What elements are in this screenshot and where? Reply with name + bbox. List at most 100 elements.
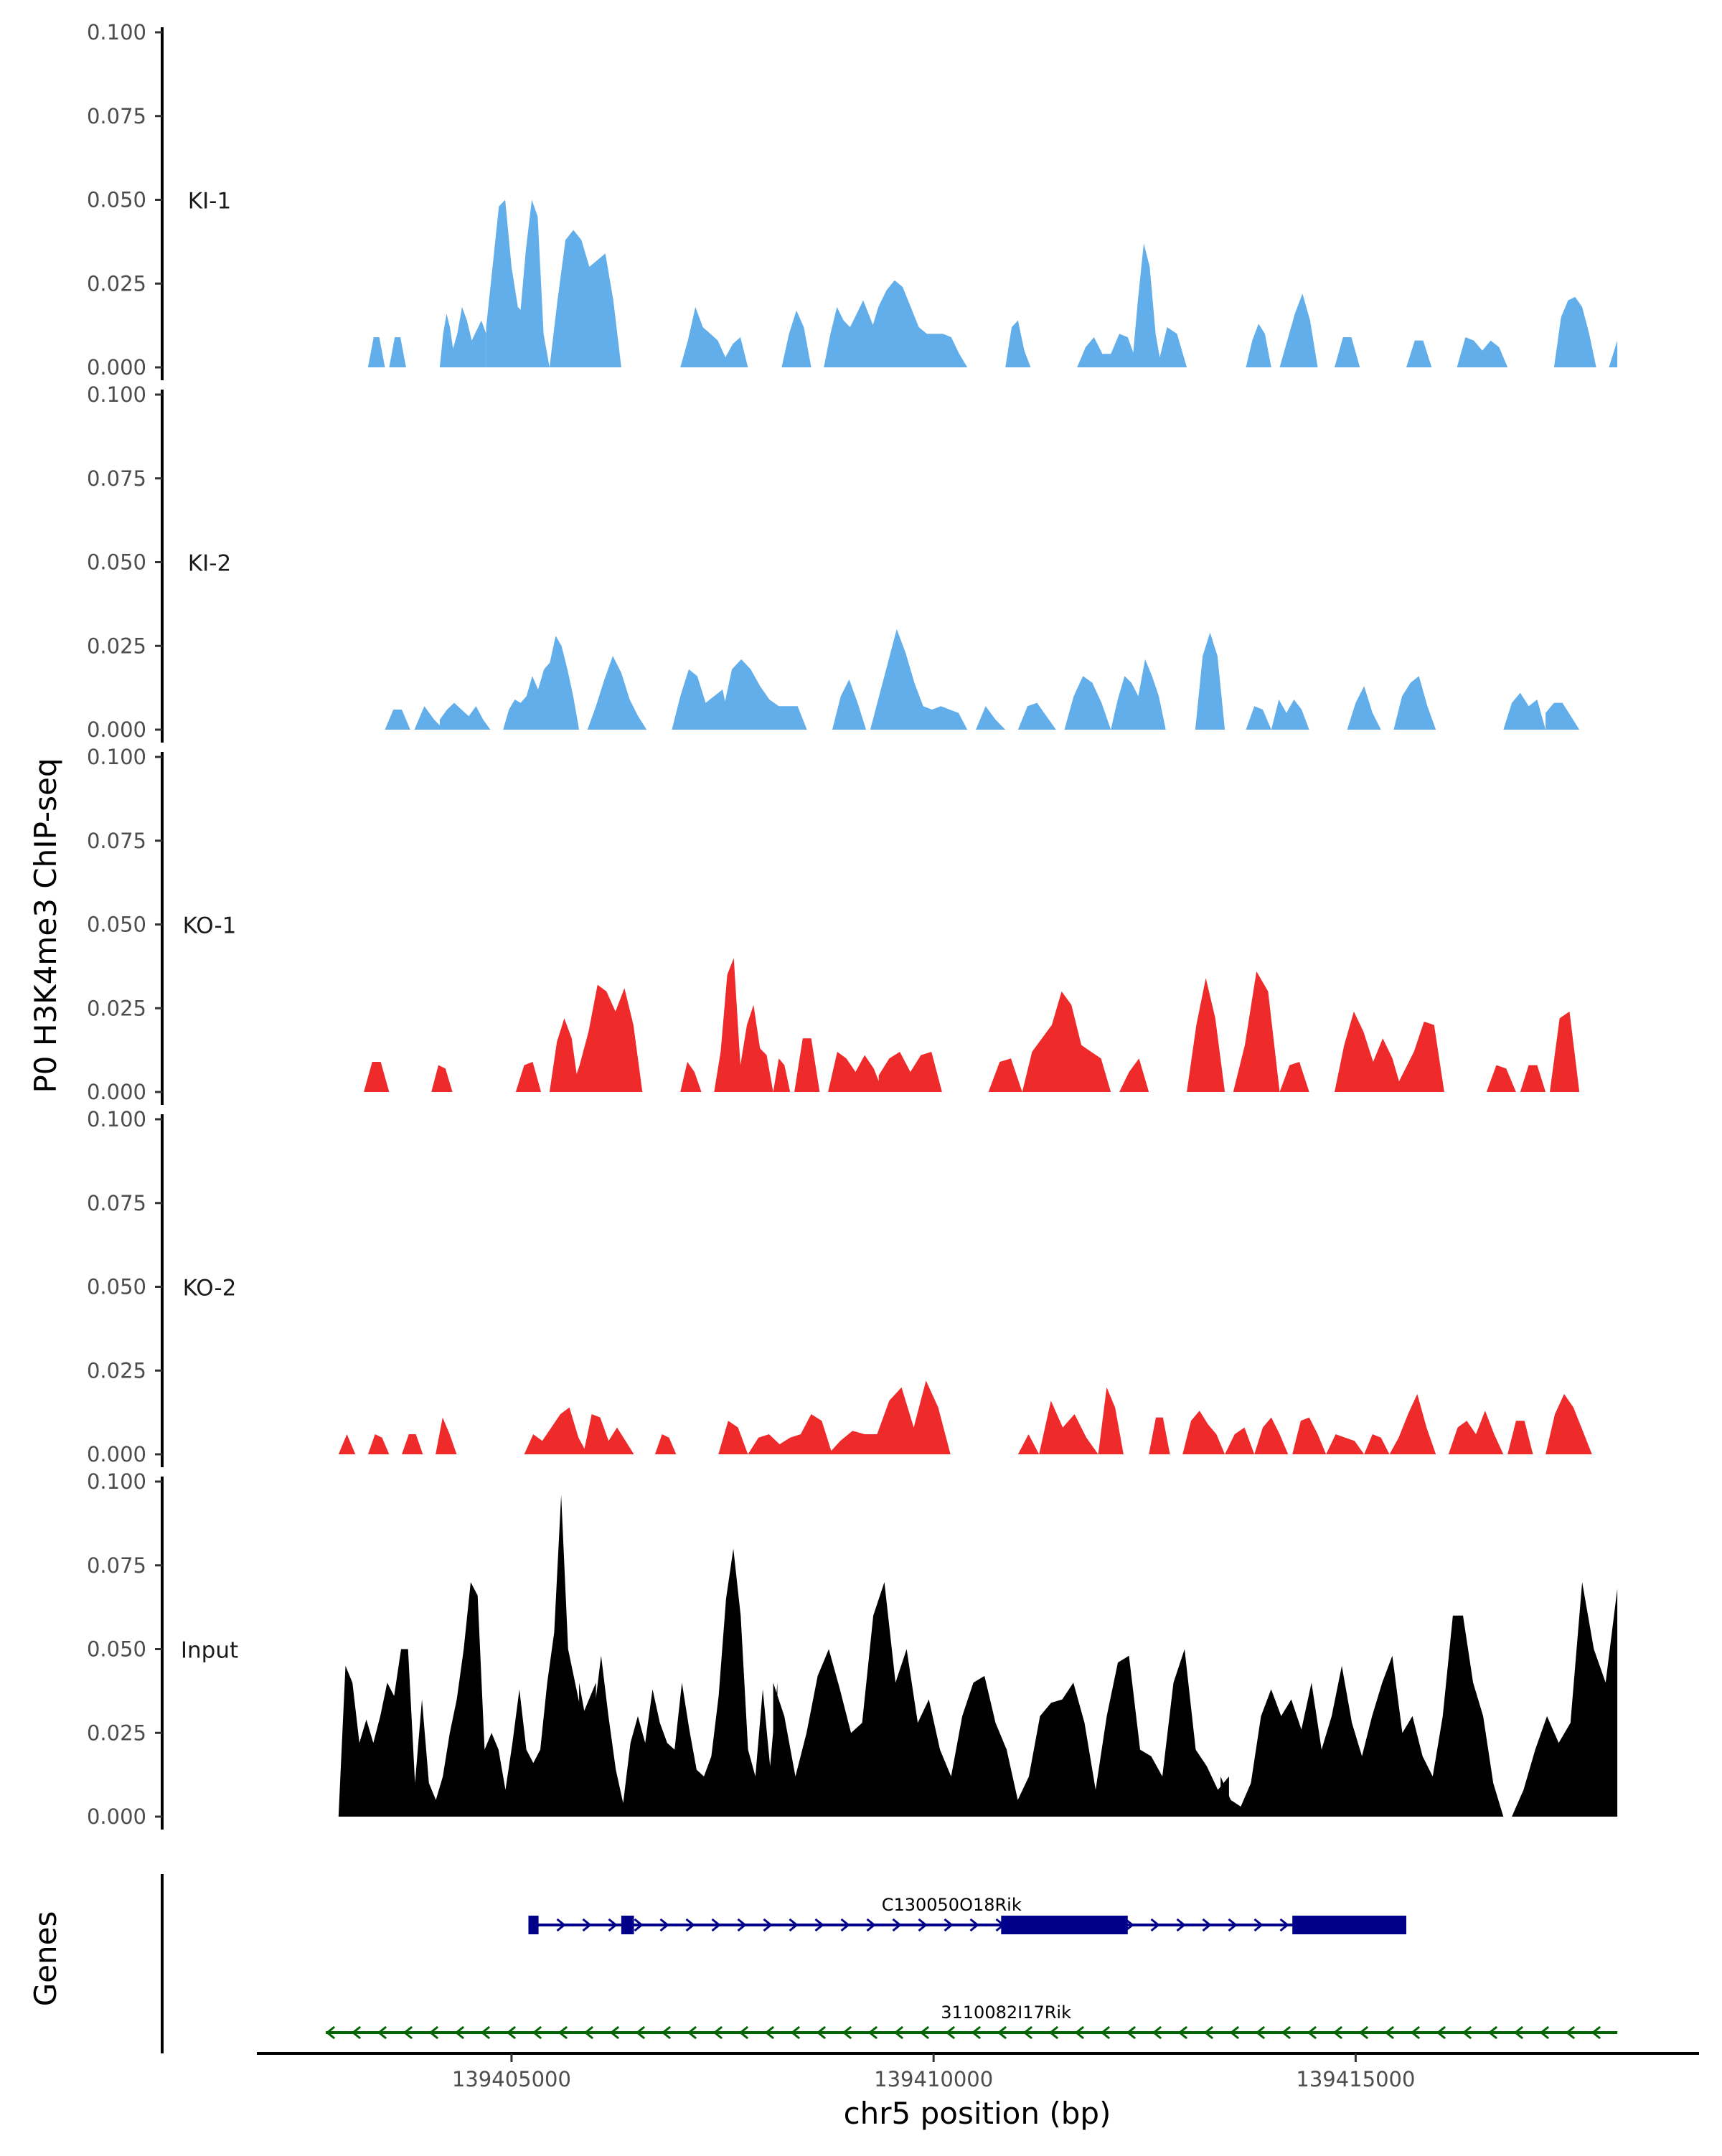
strand-arrow [634, 1918, 644, 1932]
x-tick-label: 139415000 [1296, 2067, 1415, 2091]
signal-peak [1077, 334, 1145, 367]
strand-arrow [454, 2025, 465, 2040]
signal-peak [794, 1038, 820, 1092]
y-tick-label: 0.000 [87, 1804, 146, 1829]
tracks-layer: 0.0000.0250.0500.0750.100KI-10.0000.0250… [87, 20, 1618, 1830]
strand-arrow [1048, 2025, 1059, 2040]
strand-arrow [842, 2025, 852, 2040]
y-tick-label: 0.000 [87, 717, 146, 742]
signal-peak [1448, 1411, 1504, 1454]
signal-peak [773, 1058, 791, 1092]
signal-peak [1220, 1615, 1504, 1817]
signal-peak [431, 1065, 453, 1092]
y-tick-label: 0.025 [87, 271, 146, 296]
strand-arrow [506, 2025, 517, 2040]
signal-peak [367, 1434, 390, 1454]
strand-arrow [711, 1918, 721, 1932]
signal-peak [364, 1062, 390, 1092]
strand-arrow [737, 1918, 747, 1932]
signal-peak [1225, 1427, 1255, 1454]
signal-peak [781, 310, 811, 367]
gene-exon [621, 1916, 634, 1934]
gene-exon [1292, 1916, 1406, 1934]
strand-arrow [1202, 1918, 1212, 1932]
gene-name-label: C130050O18Rik [882, 1895, 1022, 1915]
strand-arrow [661, 2025, 672, 2040]
strand-arrow [1124, 1918, 1134, 1932]
signal-peak [439, 702, 491, 730]
signal-peak [870, 280, 968, 367]
signal-peak [1507, 1421, 1533, 1454]
x-axis-title: chr5 position (bp) [844, 2096, 1111, 2131]
y-tick-label: 0.000 [87, 355, 146, 380]
track-panel-ko-2: 0.000 0.025 0.050 0.075 0.100 KO-2 [87, 1107, 1592, 1467]
y-tick-label: 0.075 [87, 1191, 146, 1215]
strand-arrow [687, 2025, 697, 2040]
strand-arrow [1150, 1918, 1160, 1932]
y-tick-label: 0.050 [87, 913, 146, 937]
strand-arrow [763, 1918, 773, 1932]
track-label: KI-2 [188, 551, 231, 577]
strand-arrow [738, 2025, 749, 2040]
strand-arrow [1255, 2025, 1266, 2040]
signal-peak [486, 199, 524, 367]
y-tick-label: 0.025 [87, 996, 146, 1020]
strand-arrow [814, 1918, 824, 1932]
strand-arrow [659, 1918, 669, 1932]
signal-peak [1246, 706, 1271, 730]
y-tick-label: 0.100 [87, 745, 146, 769]
y-tick-label: 0.050 [87, 1637, 146, 1662]
strand-arrow [1228, 1918, 1238, 1932]
gene-name-label: 3110082I17Rik [941, 2002, 1071, 2023]
signal-peak [1279, 1062, 1309, 1092]
signal-peak [1520, 1065, 1546, 1092]
signal-peak [1335, 1011, 1403, 1092]
signal-peak [549, 230, 621, 367]
strand-arrow [944, 1918, 954, 1932]
strand-arrow [712, 2025, 723, 2040]
strand-arrow [480, 2025, 491, 2040]
strand-arrow [816, 2025, 827, 2040]
strand-arrow [1539, 2025, 1550, 2040]
strand-arrow [609, 2025, 620, 2040]
strand-arrow [1074, 2025, 1085, 2040]
strand-arrow [1462, 2025, 1472, 2040]
signal-peak [1119, 1058, 1149, 1092]
strand-arrow [1203, 2025, 1214, 2040]
strand-arrow [764, 2025, 775, 2040]
track-label: Input [181, 1638, 238, 1664]
gene-c130050o18rik: C130050O18Rik [528, 1895, 1406, 1934]
strand-arrow [1410, 2025, 1421, 2040]
signal-peak [1187, 978, 1225, 1092]
strand-arrow [893, 2025, 904, 2040]
y-tick-label: 0.025 [87, 1720, 146, 1745]
signal-peak [414, 706, 444, 730]
x-tick-label: 139405000 [452, 2067, 571, 2091]
y-tick-label: 0.075 [87, 104, 146, 128]
signal-peak [1364, 1434, 1390, 1454]
strand-arrow [918, 1918, 928, 1932]
y-tick-label: 0.075 [87, 466, 146, 491]
signal-peak [1326, 1434, 1365, 1454]
strand-arrow [532, 2025, 542, 2040]
y-axis-title: P0 H3K4me3 ChIP-seq [28, 758, 63, 1093]
y-tick-label: 0.075 [87, 829, 146, 853]
signal-peak [1457, 337, 1508, 367]
signal-peak [1254, 1417, 1289, 1454]
signal-peak [1609, 340, 1618, 367]
strand-arrow [608, 1918, 618, 1932]
signal-peak [1550, 1011, 1580, 1092]
signal-peak [1279, 293, 1318, 367]
strand-arrow [866, 1918, 876, 1932]
strand-arrow [1332, 2025, 1343, 2040]
strand-arrow [685, 1918, 695, 1932]
strand-arrow [1358, 2025, 1369, 2040]
strand-arrow [1022, 2025, 1033, 2040]
y-tick-label: 0.075 [87, 1553, 146, 1578]
signal-peak [1553, 296, 1596, 367]
signal-peak [828, 1380, 951, 1454]
signal-peak [1246, 324, 1271, 367]
signal-peak [680, 306, 748, 367]
